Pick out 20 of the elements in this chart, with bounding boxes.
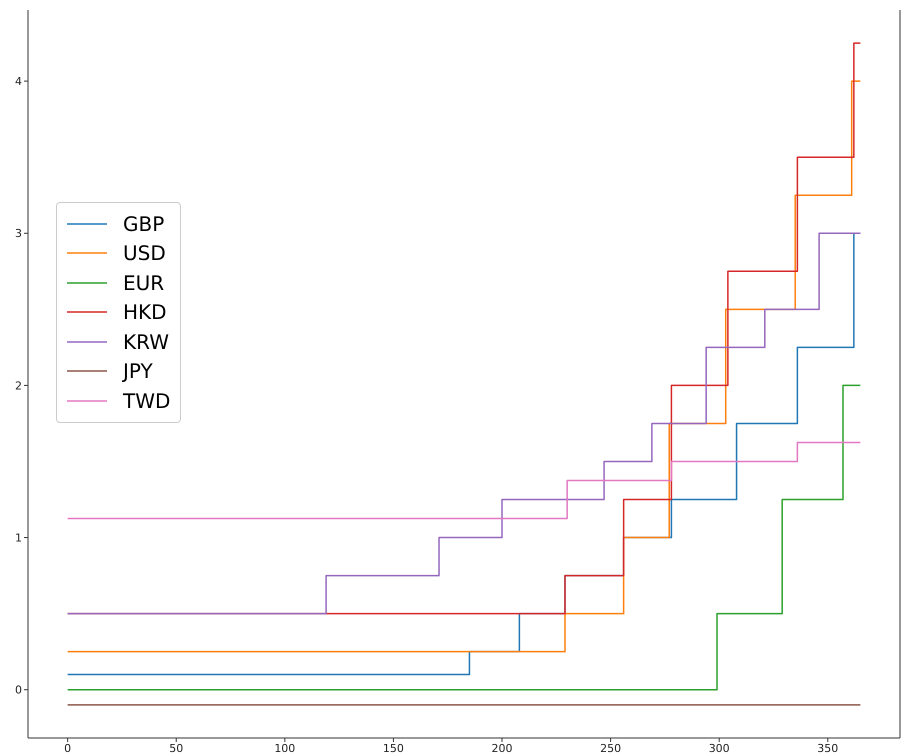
legend-label: JPY	[123, 359, 153, 384]
x-tick-label: 50	[169, 742, 184, 755]
y-tick-label: 2	[15, 379, 22, 392]
x-tick-label: 150	[382, 742, 404, 755]
x-tick-label: 300	[708, 742, 730, 755]
x-tick-label: 250	[600, 742, 622, 755]
legend-label: USD	[123, 241, 166, 266]
y-tick-label: 1	[15, 531, 22, 544]
x-tick-label: 0	[64, 742, 72, 755]
legend-label: KRW	[123, 330, 169, 354]
y-tick-label: 4	[15, 75, 22, 88]
y-tick-label: 3	[15, 227, 22, 240]
legend-label: TWD	[123, 388, 170, 413]
y-tick-label: 0	[15, 684, 22, 697]
x-tick-label: 200	[492, 742, 513, 755]
x-tick-label: 100	[274, 742, 296, 755]
legend-label: GBP	[123, 212, 164, 236]
legend-label: EUR	[123, 270, 164, 295]
x-tick-label: 350	[817, 742, 838, 755]
legend-label: HKD	[123, 300, 167, 324]
